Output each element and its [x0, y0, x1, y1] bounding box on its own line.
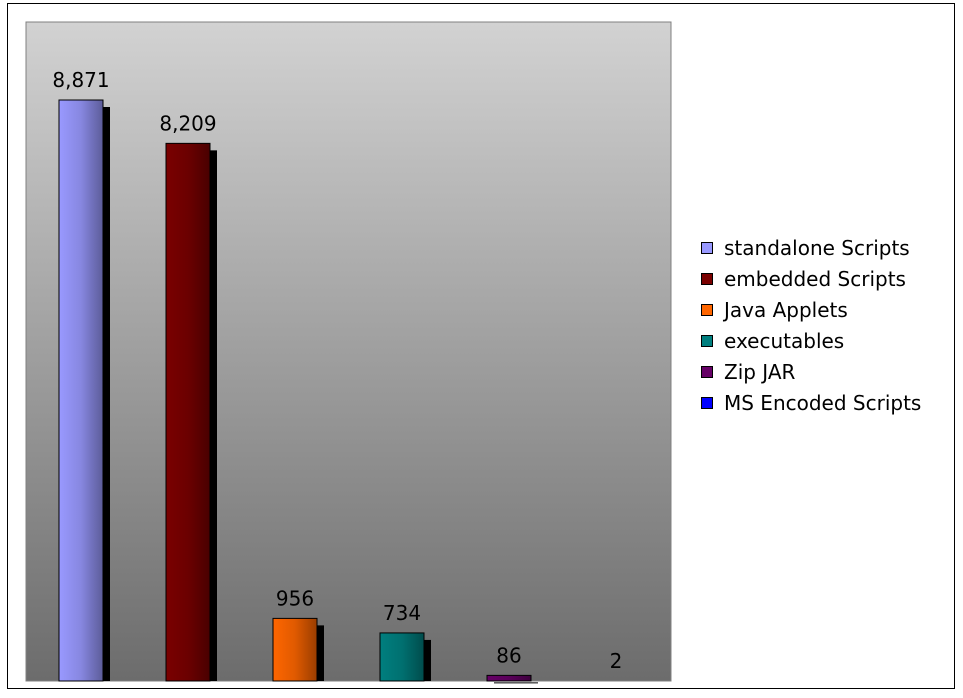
legend-item-ms-encoded-scripts: MS Encoded Scripts [701, 387, 921, 418]
legend-item-embedded-scripts: embedded Scripts [701, 263, 921, 294]
legend-swatch [701, 272, 713, 285]
bar-java-applets [272, 617, 318, 682]
legend-label: embedded Scripts [724, 266, 906, 291]
bars-group [58, 99, 538, 684]
legend-label: Zip JAR [724, 359, 796, 384]
legend: standalone Scripts embedded Scripts Java A… [701, 232, 921, 418]
bar-shadow-zip-jar [494, 682, 538, 684]
legend-item-zip-jar: Zip JAR [701, 356, 921, 387]
data-label-zip-jar: 86 [496, 643, 521, 667]
bar-zip-jar [486, 674, 532, 682]
legend-item-java-applets: Java Applets [701, 294, 921, 325]
legend-swatch [701, 365, 713, 378]
legend-label: standalone Scripts [724, 235, 910, 260]
legend-item-executables: executables [701, 325, 921, 356]
legend-label: executables [724, 328, 845, 353]
legend-item-standalone-scripts: standalone Scripts [701, 232, 921, 263]
legend-swatch [701, 334, 713, 347]
data-label-ms-encoded-scripts: 2 [610, 649, 623, 673]
bar-embedded-scripts [165, 142, 211, 682]
bar-standalone-scripts [58, 99, 104, 682]
data-label-executables: 734 [383, 601, 421, 625]
legend-label: MS Encoded Scripts [724, 390, 922, 415]
legend-swatch [701, 396, 713, 409]
legend-swatch [701, 303, 713, 316]
legend-label: Java Applets [724, 297, 848, 322]
legend-swatch [701, 241, 713, 254]
data-label-standalone-scripts: 8,871 [52, 68, 109, 92]
bar-chart: 8,871 8,209 956 734 86 2 [25, 21, 672, 684]
chart-frame: 8,871 8,209 956 734 86 2 standalone Scripts em… [7, 3, 955, 689]
data-label-java-applets: 956 [276, 586, 314, 610]
plot-area [25, 21, 672, 682]
bar-executables [379, 632, 425, 682]
data-labels-group: 8,871 8,209 956 734 86 2 [52, 68, 622, 673]
data-label-embedded-scripts: 8,209 [159, 111, 216, 135]
